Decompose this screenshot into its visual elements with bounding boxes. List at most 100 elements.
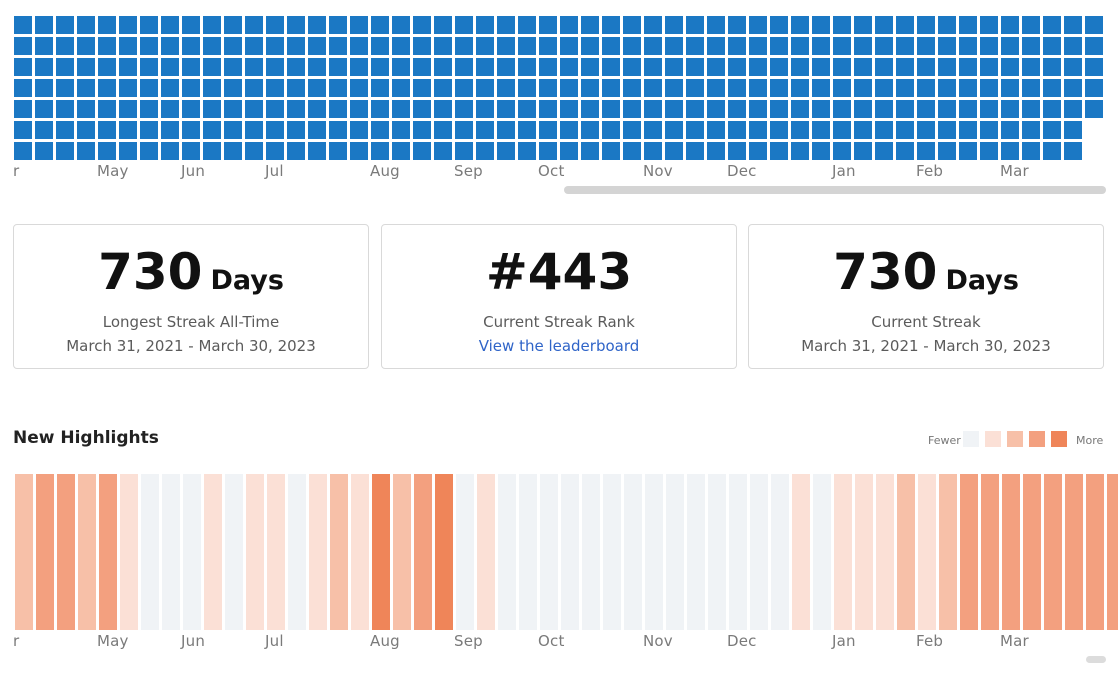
heatmap-cell [287, 100, 305, 118]
heatmap-cell [938, 37, 956, 55]
heatmap-cell [854, 37, 872, 55]
heatmap-cell [875, 79, 893, 97]
heatmap-cell [875, 100, 893, 118]
highlight-bar [519, 474, 537, 630]
highlight-bar [120, 474, 138, 630]
heatmap-cell [833, 16, 851, 34]
heatmap-cell [98, 100, 116, 118]
heatmap-cell [224, 58, 242, 76]
heatmap-cell [812, 121, 830, 139]
heatmap-cell [35, 121, 53, 139]
heatmap-cell [791, 79, 809, 97]
heatmap-cell [119, 100, 137, 118]
heatmap-cell [938, 79, 956, 97]
heatmap-cell [833, 142, 851, 160]
month-label: Feb [916, 632, 944, 650]
month-label: r [13, 162, 20, 180]
highlight-bar [1002, 474, 1020, 630]
highlight-bar [792, 474, 810, 630]
heatmap-cell [224, 121, 242, 139]
heatmap-cell [434, 37, 452, 55]
heatmap-cell [245, 142, 263, 160]
heatmap-cell [161, 16, 179, 34]
heatmap-cell [749, 37, 767, 55]
heatmap-cell [917, 16, 935, 34]
heatmap-cell [770, 79, 788, 97]
month-label: Mar [1000, 632, 1029, 650]
heatmap-cell [1085, 16, 1103, 34]
month-label: r [13, 632, 20, 650]
heatmap-cell [854, 100, 872, 118]
heatmap-cell [560, 79, 578, 97]
heatmap-cell [203, 37, 221, 55]
leaderboard-link[interactable]: View the leaderboard [478, 337, 640, 355]
heatmap-cell [119, 37, 137, 55]
stat-value: 730 [833, 243, 938, 301]
heatmap-cell [287, 58, 305, 76]
heatmap-cell [1064, 121, 1082, 139]
heatmap-cell [245, 100, 263, 118]
heatmap-cell [623, 100, 641, 118]
highlight-bar [162, 474, 180, 630]
heatmap-cell [812, 79, 830, 97]
stat-value-row: 730 Days [14, 243, 368, 303]
highlight-bar [750, 474, 768, 630]
heatmap-cell [161, 79, 179, 97]
heatmap-cell [392, 121, 410, 139]
heatmap-cell [329, 121, 347, 139]
highlight-bar [99, 474, 117, 630]
month-label: Feb [916, 162, 944, 180]
heatmap-cell [329, 37, 347, 55]
heatmap-cell [350, 58, 368, 76]
highlight-bar [456, 474, 474, 630]
highlight-bar [981, 474, 999, 630]
stat-date-range: March 31, 2021 - March 30, 2023 [801, 337, 1051, 355]
heatmap-cell [1001, 16, 1019, 34]
heatmap-cell [350, 16, 368, 34]
heatmap-cell [476, 121, 494, 139]
heatmap-cell [686, 142, 704, 160]
heatmap-cell [245, 16, 263, 34]
heatmap-cell [812, 100, 830, 118]
highlight-bar [729, 474, 747, 630]
heatmap-cell [728, 79, 746, 97]
heatmap-cell [749, 79, 767, 97]
heatmap-cell [1001, 121, 1019, 139]
month-label: May [97, 162, 129, 180]
heatmap-cell [266, 37, 284, 55]
heatmap-cell [1064, 37, 1082, 55]
heatmap-cell [518, 16, 536, 34]
heatmap-cell [896, 37, 914, 55]
heatmap-cell [182, 16, 200, 34]
heatmap-cell [707, 79, 725, 97]
heatmap-cell [875, 58, 893, 76]
highlight-bar [414, 474, 432, 630]
heatmap-cell [119, 142, 137, 160]
heatmap-cell [329, 79, 347, 97]
highlight-bar [498, 474, 516, 630]
highlight-bar [393, 474, 411, 630]
heatmap-cell [686, 58, 704, 76]
highlight-bar [939, 474, 957, 630]
heatmap-cell [77, 58, 95, 76]
month-label: Nov [643, 632, 673, 650]
heatmap-cell [14, 121, 32, 139]
highlight-bar [288, 474, 306, 630]
heatmap-cell [14, 37, 32, 55]
horizontal-scrollbar[interactable] [1086, 656, 1106, 663]
heatmap-cell [119, 16, 137, 34]
highlight-bar [813, 474, 831, 630]
heatmap-cell [980, 142, 998, 160]
horizontal-scrollbar[interactable] [564, 186, 1106, 194]
heatmap-cell [497, 121, 515, 139]
heatmap-cell [770, 16, 788, 34]
heatmap-cell [350, 100, 368, 118]
heatmap-cell [77, 79, 95, 97]
heatmap-cell [56, 37, 74, 55]
heatmap-cell [539, 58, 557, 76]
heatmap-cell [602, 142, 620, 160]
heatmap-cell [56, 100, 74, 118]
legend-swatch [1029, 431, 1045, 447]
heatmap-cell [644, 142, 662, 160]
heatmap-cell [350, 79, 368, 97]
